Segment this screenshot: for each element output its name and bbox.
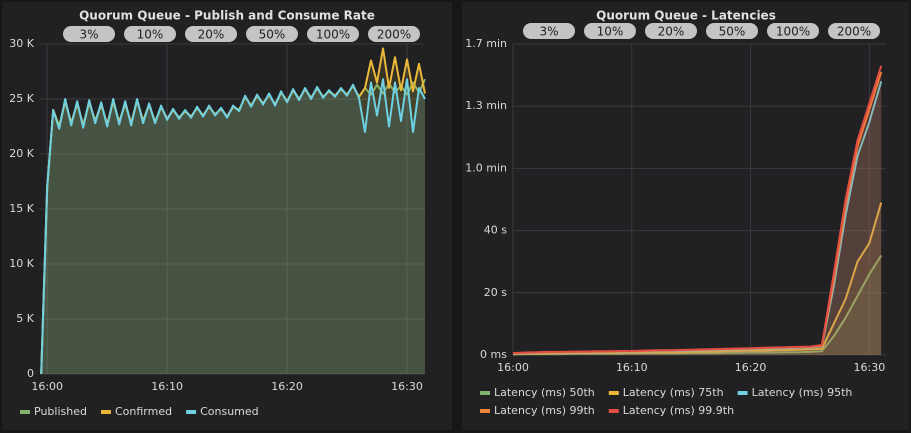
zoom-button[interactable] (246, 26, 298, 42)
x-tick-label: 16:20 (735, 361, 767, 374)
area (41, 79, 425, 374)
x-tick-label: 16:00 (31, 380, 63, 393)
line (512, 65, 883, 355)
legend-label[interactable]: Confirmed (115, 405, 172, 418)
y-tick-label: 20 K (9, 147, 34, 160)
zoom-button[interactable] (828, 23, 880, 39)
zoom-button-label[interactable]: 3% (539, 25, 558, 39)
area (513, 72, 882, 355)
zoom-button-label[interactable]: 20% (198, 28, 225, 42)
legend-label[interactable]: Latency (ms) 99.9th (623, 404, 734, 417)
zoom-button[interactable] (584, 23, 636, 39)
legend-swatch (480, 409, 490, 413)
zoom-button-label[interactable]: 10% (597, 25, 624, 39)
legend-swatch (20, 410, 30, 414)
zoom-button[interactable] (185, 26, 237, 42)
area (513, 202, 882, 355)
y-tick-label: 5 K (16, 312, 34, 325)
y-tick-label: 0 (27, 367, 34, 380)
legend-swatch (608, 409, 619, 413)
y-tick-label: 1.7 min (465, 37, 507, 50)
x-tick-label: 16:10 (616, 361, 648, 374)
area (41, 48, 425, 375)
legend-swatch (186, 410, 197, 414)
legend-swatch (100, 410, 111, 414)
y-tick-label: 25 K (9, 92, 34, 105)
y-tick-label: 30 K (9, 37, 34, 50)
x-tick-label: 16:30 (391, 380, 423, 393)
zoom-button-label[interactable]: 100% (316, 28, 350, 42)
line (40, 78, 426, 375)
zoom-button[interactable] (124, 26, 176, 42)
panel-title[interactable]: Quorum Queue - Publish and Consume Rate (79, 9, 375, 23)
x-tick-label: 16:20 (271, 380, 303, 393)
zoom-button-label[interactable]: 20% (658, 25, 685, 39)
panel-title[interactable]: Quorum Queue - Latencies (596, 9, 776, 23)
zoom-button-label[interactable]: 50% (719, 25, 746, 39)
y-tick-label: 0 ms (480, 348, 507, 361)
y-tick-label: 40 s (484, 224, 507, 237)
zoom-button-label[interactable]: 100% (776, 25, 810, 39)
area (41, 79, 425, 374)
area (513, 255, 882, 355)
legend-label[interactable]: Latency (ms) 99th (494, 404, 595, 417)
zoom-button-label[interactable]: 50% (259, 28, 286, 42)
legend-label[interactable]: Latency (ms) 75th (623, 386, 724, 399)
x-tick-label: 16:10 (151, 380, 183, 393)
panel (462, 2, 909, 430)
legend-swatch (737, 391, 748, 395)
zoom-button[interactable] (63, 26, 115, 42)
area (513, 81, 882, 356)
x-tick-label: 16:00 (497, 361, 529, 374)
panel (2, 2, 452, 430)
legend-label[interactable]: Consumed (200, 405, 259, 418)
zoom-button-label[interactable]: 200% (377, 28, 411, 42)
zoom-button[interactable] (307, 26, 359, 42)
zoom-button[interactable] (706, 23, 758, 39)
y-tick-label: 15 K (9, 202, 34, 215)
legend-label[interactable]: Latency (ms) 50th (494, 386, 595, 399)
x-tick-label: 16:30 (854, 361, 886, 374)
zoom-button-label[interactable]: 10% (137, 28, 164, 42)
zoom-button-label[interactable]: 3% (79, 28, 98, 42)
area (513, 65, 882, 356)
y-tick-label: 1.0 min (465, 161, 507, 174)
y-tick-label: 1.3 min (465, 99, 507, 112)
zoom-button[interactable] (767, 23, 819, 39)
y-tick-label: 20 s (484, 286, 507, 299)
legend-label[interactable]: Latency (ms) 95th (752, 386, 853, 399)
legend-swatch (480, 391, 490, 395)
legend-label[interactable]: Published (34, 405, 87, 418)
y-tick-label: 10 K (9, 257, 34, 270)
zoom-button[interactable] (523, 23, 575, 39)
zoom-button-label[interactable]: 200% (837, 25, 871, 39)
zoom-button[interactable] (645, 23, 697, 39)
zoom-button[interactable] (368, 26, 420, 42)
legend-swatch (608, 391, 619, 395)
